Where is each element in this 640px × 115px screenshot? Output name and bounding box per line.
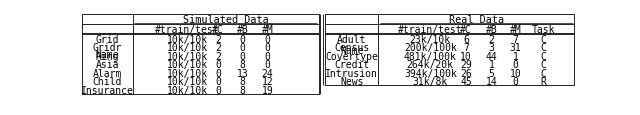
Text: C: C — [541, 60, 547, 70]
Text: R: R — [541, 76, 547, 86]
Text: 0: 0 — [264, 43, 271, 53]
Text: Covertype: Covertype — [325, 51, 378, 61]
Text: Task: Task — [532, 25, 556, 35]
Text: 10: 10 — [509, 68, 522, 78]
Text: C: C — [541, 68, 547, 78]
Text: 8: 8 — [240, 76, 246, 86]
Text: #M: #M — [509, 25, 522, 35]
Text: 0: 0 — [240, 43, 246, 53]
Text: 10k/10k: 10k/10k — [166, 85, 207, 95]
Text: C: C — [541, 51, 547, 61]
Text: 24: 24 — [262, 68, 273, 78]
Text: 19: 19 — [262, 85, 273, 95]
Text: 481k/100k: 481k/100k — [404, 51, 457, 61]
Text: #B: #B — [486, 25, 497, 35]
Text: 0: 0 — [215, 85, 221, 95]
Text: 1: 1 — [488, 60, 495, 70]
Text: 14: 14 — [486, 76, 497, 86]
Text: Ring: Ring — [95, 51, 119, 61]
Text: Grid: Grid — [95, 34, 119, 44]
Text: 394k/100k: 394k/100k — [404, 68, 457, 78]
Text: Insurance: Insurance — [81, 85, 134, 95]
Text: 0: 0 — [264, 34, 271, 44]
Text: 2: 2 — [215, 51, 221, 61]
Text: 10k/10k: 10k/10k — [166, 43, 207, 53]
Text: 10k/10k: 10k/10k — [166, 76, 207, 86]
Text: 23k/10k: 23k/10k — [410, 34, 451, 44]
Text: 7: 7 — [463, 43, 469, 53]
Text: 10k/10k: 10k/10k — [166, 51, 207, 61]
Text: 2: 2 — [215, 34, 221, 44]
Text: 10k/10k: 10k/10k — [166, 60, 207, 70]
Text: 31k/8k: 31k/8k — [413, 76, 448, 86]
Text: 0: 0 — [264, 51, 271, 61]
Text: 200k/100k: 200k/100k — [404, 43, 457, 53]
Text: 8: 8 — [240, 85, 246, 95]
Text: C: C — [541, 34, 547, 44]
Text: 264k/20k: 264k/20k — [407, 60, 454, 70]
Text: 26: 26 — [460, 68, 472, 78]
Text: 31: 31 — [509, 43, 522, 53]
Text: #B: #B — [237, 25, 248, 35]
Text: 3: 3 — [488, 43, 495, 53]
Text: 6: 6 — [463, 34, 469, 44]
Text: C: C — [541, 43, 547, 53]
Text: 1: 1 — [513, 51, 518, 61]
Text: 45: 45 — [460, 76, 472, 86]
Text: 10k/10k: 10k/10k — [166, 68, 207, 78]
Text: 0: 0 — [240, 34, 246, 44]
Text: 7: 7 — [513, 34, 518, 44]
Text: #train/test: #train/test — [155, 25, 220, 35]
Text: 44: 44 — [486, 51, 497, 61]
Text: 10k/10k: 10k/10k — [166, 34, 207, 44]
Text: Name: Name — [340, 46, 364, 55]
Text: Simulated Data: Simulated Data — [183, 15, 269, 25]
Text: 5: 5 — [488, 68, 495, 78]
Text: 0: 0 — [215, 68, 221, 78]
Text: 0: 0 — [215, 60, 221, 70]
Text: Intrusion: Intrusion — [325, 68, 378, 78]
Text: #train/test: #train/test — [398, 25, 463, 35]
Text: 2: 2 — [215, 43, 221, 53]
Text: Census: Census — [334, 43, 369, 53]
Text: Name: Name — [95, 50, 119, 60]
Text: 0: 0 — [264, 60, 271, 70]
Text: 10: 10 — [460, 51, 472, 61]
Text: News: News — [340, 76, 364, 86]
Text: 2: 2 — [488, 34, 495, 44]
Text: 13: 13 — [237, 68, 248, 78]
Text: Alarm: Alarm — [92, 68, 122, 78]
Text: 12: 12 — [262, 76, 273, 86]
Text: Credit: Credit — [334, 60, 369, 70]
Text: #C: #C — [212, 25, 224, 35]
Text: Child: Child — [92, 76, 122, 86]
Text: 0: 0 — [240, 51, 246, 61]
Text: 8: 8 — [240, 60, 246, 70]
Text: Real Data: Real Data — [449, 15, 504, 25]
Text: Gridr: Gridr — [92, 43, 122, 53]
Text: 0: 0 — [215, 76, 221, 86]
Text: Asia: Asia — [95, 60, 119, 70]
Text: #M: #M — [262, 25, 273, 35]
Text: 0: 0 — [513, 60, 518, 70]
Text: 0: 0 — [513, 76, 518, 86]
Text: 29: 29 — [460, 60, 472, 70]
Text: Adult: Adult — [337, 34, 366, 44]
Text: #C: #C — [460, 25, 472, 35]
